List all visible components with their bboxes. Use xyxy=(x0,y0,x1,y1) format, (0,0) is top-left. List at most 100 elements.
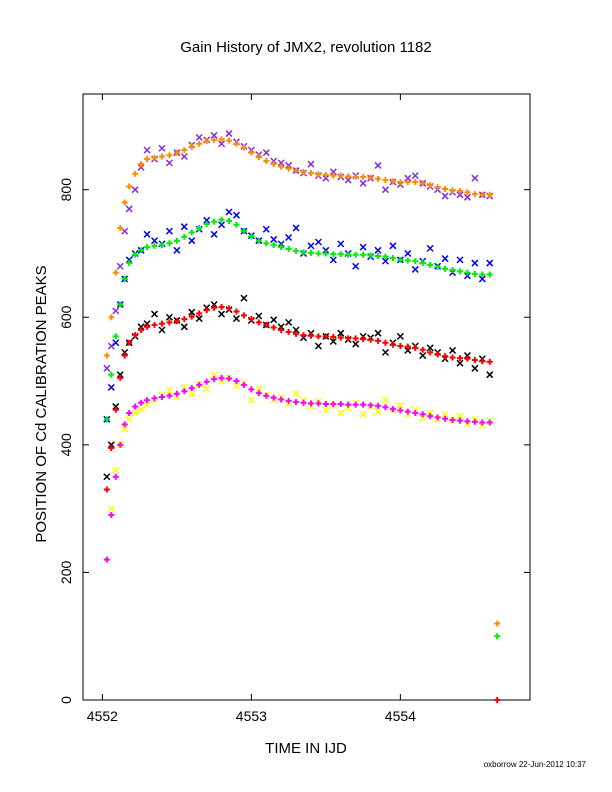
data-point xyxy=(330,401,337,408)
data-point xyxy=(181,388,188,395)
data-point xyxy=(486,271,493,278)
data-point xyxy=(255,390,262,397)
data-point xyxy=(188,390,196,398)
data-point xyxy=(337,329,345,337)
data-point xyxy=(278,244,285,251)
data-point xyxy=(360,173,367,180)
data-point xyxy=(307,249,314,256)
data-point xyxy=(292,390,300,398)
data-point xyxy=(359,179,367,187)
data-point xyxy=(285,328,292,335)
data-point xyxy=(434,184,441,191)
data-point xyxy=(158,144,166,152)
data-point xyxy=(125,415,133,423)
data-point xyxy=(107,383,115,391)
data-point xyxy=(112,307,120,315)
data-point xyxy=(374,246,382,254)
data-point xyxy=(144,244,151,251)
data-point xyxy=(411,406,419,414)
data-point xyxy=(471,418,478,425)
data-point xyxy=(188,143,195,150)
data-point xyxy=(126,260,133,267)
data-point xyxy=(464,189,471,196)
data-point xyxy=(381,396,390,404)
data-point xyxy=(173,246,181,254)
data-point xyxy=(263,240,270,247)
data-point xyxy=(218,377,226,385)
data-point xyxy=(337,251,344,258)
data-point xyxy=(211,376,218,383)
data-point xyxy=(151,154,158,161)
data-point xyxy=(137,323,145,331)
data-point xyxy=(396,332,404,340)
data-point xyxy=(103,473,111,481)
y-tick-label: 800 xyxy=(58,178,74,202)
data-point xyxy=(412,409,419,416)
data-point xyxy=(203,221,210,228)
data-point xyxy=(151,395,158,402)
data-point xyxy=(315,333,322,340)
data-point xyxy=(419,414,427,422)
data-point xyxy=(307,332,314,339)
data-point xyxy=(255,237,262,244)
data-point xyxy=(404,249,412,258)
data-point xyxy=(389,406,396,413)
data-point xyxy=(486,358,493,365)
data-point xyxy=(442,265,449,272)
data-point xyxy=(345,401,352,408)
data-point xyxy=(359,243,367,251)
data-point xyxy=(322,246,330,254)
data-point xyxy=(232,382,241,390)
data-point xyxy=(471,357,478,364)
data-point xyxy=(292,326,300,334)
data-point xyxy=(107,441,115,449)
data-point xyxy=(232,315,241,323)
data-point xyxy=(196,310,203,317)
x-axis-label: TIME IN IJD xyxy=(265,740,347,757)
data-point xyxy=(314,238,322,246)
data-point xyxy=(285,165,292,172)
x-tick-label: 4552 xyxy=(87,708,118,724)
data-point xyxy=(131,186,139,194)
data-point xyxy=(158,153,165,160)
data-point xyxy=(486,259,494,267)
data-point xyxy=(374,408,382,416)
data-point xyxy=(262,225,270,233)
x-tick-label: 4554 xyxy=(385,708,416,724)
data-point xyxy=(218,140,226,148)
data-point xyxy=(464,269,471,276)
data-point xyxy=(352,251,359,258)
data-point xyxy=(344,404,352,412)
data-point xyxy=(494,697,501,703)
data-point xyxy=(337,172,344,179)
data-point xyxy=(449,354,456,361)
data-point xyxy=(449,267,456,274)
data-point xyxy=(166,240,173,247)
data-point xyxy=(218,216,225,223)
data-point xyxy=(166,152,173,159)
data-point xyxy=(137,406,145,414)
data-point xyxy=(137,163,145,171)
data-point xyxy=(103,364,111,372)
data-point xyxy=(360,251,367,258)
data-point xyxy=(138,327,145,334)
data-point xyxy=(396,401,404,409)
data-point xyxy=(337,401,344,408)
data-point xyxy=(107,342,115,350)
chart-marks xyxy=(103,130,501,703)
data-point xyxy=(270,157,278,165)
data-point xyxy=(112,466,120,474)
data-point xyxy=(456,417,463,424)
data-point xyxy=(247,396,255,404)
data-point xyxy=(233,308,240,315)
data-point xyxy=(196,140,203,147)
data-point xyxy=(292,224,300,232)
data-point xyxy=(337,334,344,341)
data-point xyxy=(285,397,292,404)
data-point xyxy=(210,371,218,379)
data-point xyxy=(112,339,120,347)
data-point xyxy=(225,130,233,138)
data-point xyxy=(173,393,181,401)
data-point xyxy=(165,387,173,395)
